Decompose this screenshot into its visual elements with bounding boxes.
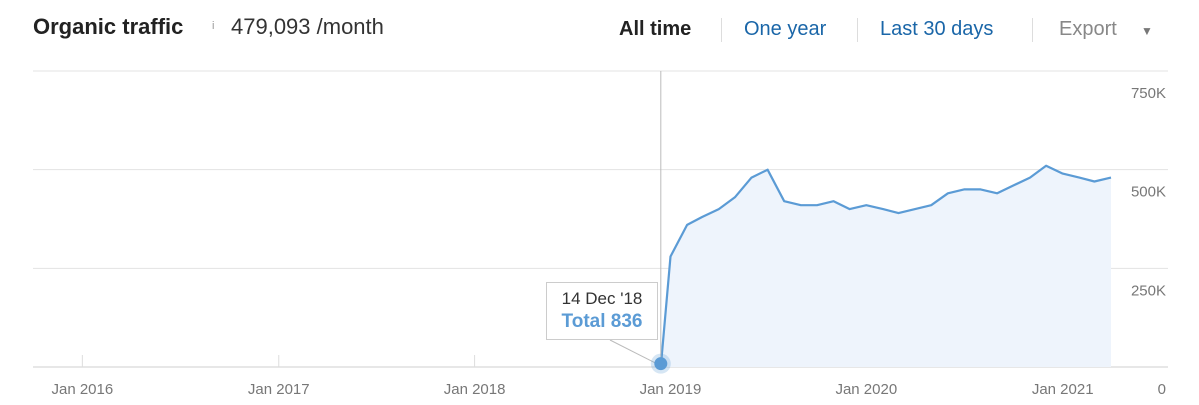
chevron-down-icon[interactable]: ▼: [1141, 24, 1153, 38]
series-line: [659, 164, 1112, 367]
tooltip-date: 14 Dec '18: [561, 289, 643, 308]
x-tick-label: Jan 2017: [248, 381, 310, 398]
range-divider: [721, 18, 722, 42]
x-tick-label: Jan 2016: [51, 381, 113, 398]
series-area: [660, 165, 1111, 367]
traffic-total: 479,093 /month: [231, 14, 384, 39]
chart-title: Organic traffic: [33, 14, 184, 39]
range-one-year[interactable]: One year: [744, 18, 827, 40]
hover-point: [654, 357, 668, 371]
chart-tooltip: 14 Dec '18 Total 836: [546, 282, 658, 340]
range-last-30-days[interactable]: Last 30 days: [880, 18, 994, 40]
range-divider: [857, 18, 858, 42]
info-icon[interactable]: i: [212, 20, 215, 32]
tooltip-pointer: [609, 339, 656, 364]
range-divider: [1032, 18, 1033, 42]
chart-header: Organic traffic i 479,093 /month All tim…: [33, 12, 1159, 46]
x-tick-label: Jan 2020: [835, 381, 897, 398]
y-tick-label: 750K: [1131, 85, 1166, 102]
tooltip-total: Total 836: [561, 311, 643, 332]
x-tick-label: Jan 2021: [1032, 381, 1094, 398]
x-tick-label: Jan 2018: [444, 381, 506, 398]
export-button[interactable]: Export: [1059, 18, 1117, 40]
x-tick-label: Jan 2019: [640, 381, 702, 398]
y-tick-label: 250K: [1131, 282, 1166, 299]
range-all-time[interactable]: All time: [619, 18, 692, 40]
y-tick-label: 500K: [1131, 184, 1166, 201]
y-tick-label: 0: [1158, 381, 1166, 398]
